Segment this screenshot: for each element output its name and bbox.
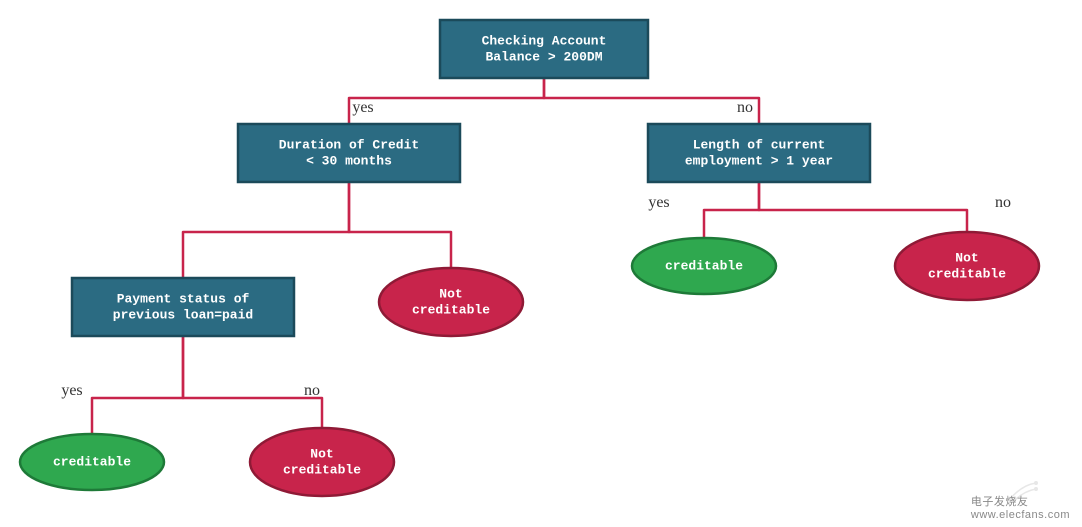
edge-label: no [737, 99, 753, 116]
node-cr2: creditable [20, 434, 164, 490]
node-label: Not [310, 446, 333, 461]
node-nc3: Notcreditable [250, 428, 394, 496]
node-nc2: Notcreditable [895, 232, 1039, 300]
node-label: < 30 months [306, 153, 392, 168]
node-nc1: Notcreditable [379, 268, 523, 336]
node-label: creditable [53, 454, 131, 469]
watermark-brand: 电子发烧友 [971, 496, 1029, 508]
node-label: Length of current [693, 137, 826, 152]
node-cr1: creditable [632, 238, 776, 294]
edge-label: yes [648, 194, 669, 211]
edge [349, 182, 451, 268]
node-label: creditable [412, 302, 490, 317]
watermark-text: 电子发烧友 www.elecfans.com [971, 493, 1070, 521]
edge-label: no [995, 194, 1011, 211]
edge [704, 182, 759, 238]
decision-tree-diagram: yesnoyesnoyesnoChecking AccountBalance >… [0, 0, 1082, 527]
edge-label: yes [61, 382, 82, 399]
watermark-url: www.elecfans.com [971, 509, 1070, 521]
edge-label: yes [352, 99, 373, 116]
node-label: creditable [283, 462, 361, 477]
edge [759, 182, 967, 232]
edge [92, 336, 183, 434]
edge [183, 336, 322, 428]
node-label: Checking Account [482, 33, 607, 48]
node-label: Balance > 200DM [485, 49, 602, 64]
node-label: creditable [665, 258, 743, 273]
edge [544, 78, 759, 124]
nodes: Checking AccountBalance > 200DM Duration … [20, 20, 1039, 496]
edge [349, 78, 544, 124]
node-payment: Payment status ofprevious loan=paid [72, 278, 294, 336]
node-label: Not [439, 286, 462, 301]
node-label: Duration of Credit [279, 137, 419, 152]
node-duration: Duration of Credit< 30 months [238, 124, 460, 182]
node-label: creditable [928, 266, 1006, 281]
node-label: Not [955, 250, 978, 265]
node-label: employment > 1 year [685, 153, 833, 168]
node-root: Checking AccountBalance > 200DM [440, 20, 648, 78]
edge [183, 182, 349, 278]
node-employ: Length of currentemployment > 1 year [648, 124, 870, 182]
node-label: previous loan=paid [113, 307, 253, 322]
node-label: Payment status of [117, 291, 250, 306]
edge-label: no [304, 382, 320, 399]
